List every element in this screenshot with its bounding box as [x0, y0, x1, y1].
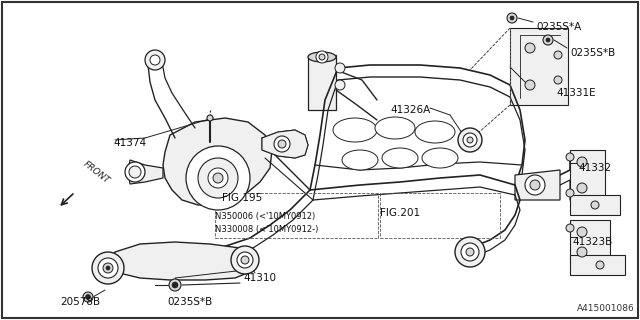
Circle shape: [231, 246, 259, 274]
Circle shape: [525, 175, 545, 195]
Polygon shape: [308, 55, 336, 110]
Circle shape: [98, 258, 118, 278]
Circle shape: [278, 140, 286, 148]
Circle shape: [274, 136, 290, 152]
Circle shape: [92, 252, 124, 284]
Circle shape: [566, 224, 574, 232]
Circle shape: [186, 146, 250, 210]
Circle shape: [335, 63, 345, 73]
Circle shape: [546, 38, 550, 42]
Polygon shape: [510, 28, 568, 105]
Text: 0235S*B: 0235S*B: [167, 297, 212, 307]
Circle shape: [525, 80, 535, 90]
Circle shape: [467, 137, 473, 143]
Circle shape: [577, 157, 587, 167]
Circle shape: [103, 263, 113, 273]
Text: N350006 (<'10MY0912): N350006 (<'10MY0912): [215, 212, 316, 221]
Text: FIG.195: FIG.195: [222, 193, 262, 203]
Circle shape: [172, 282, 178, 288]
Circle shape: [577, 183, 587, 193]
Circle shape: [466, 248, 474, 256]
Circle shape: [458, 128, 482, 152]
Polygon shape: [515, 170, 560, 200]
Polygon shape: [262, 130, 308, 158]
Text: N330008 (<'10MY0912-): N330008 (<'10MY0912-): [215, 225, 318, 234]
Circle shape: [591, 201, 599, 209]
Ellipse shape: [333, 118, 377, 142]
Circle shape: [530, 180, 540, 190]
Text: 41310: 41310: [243, 273, 276, 283]
Polygon shape: [100, 242, 255, 280]
Circle shape: [543, 35, 553, 45]
Circle shape: [316, 51, 328, 63]
Circle shape: [241, 256, 249, 264]
Ellipse shape: [382, 148, 418, 168]
Ellipse shape: [415, 121, 455, 143]
Circle shape: [319, 54, 325, 60]
Text: A415001086: A415001086: [577, 304, 635, 313]
Circle shape: [106, 266, 110, 270]
Ellipse shape: [422, 148, 458, 168]
Circle shape: [125, 162, 145, 182]
Circle shape: [207, 115, 213, 121]
Text: 41332: 41332: [578, 163, 611, 173]
Circle shape: [145, 50, 165, 70]
Circle shape: [198, 158, 238, 198]
Circle shape: [86, 294, 90, 300]
Circle shape: [577, 247, 587, 257]
Polygon shape: [570, 195, 620, 215]
Circle shape: [150, 55, 160, 65]
Circle shape: [554, 76, 562, 84]
Circle shape: [463, 133, 477, 147]
Ellipse shape: [375, 117, 415, 139]
Text: FIG.201: FIG.201: [380, 208, 420, 218]
Circle shape: [525, 43, 535, 53]
Circle shape: [129, 166, 141, 178]
Polygon shape: [570, 255, 625, 275]
Text: 41326A: 41326A: [390, 105, 430, 115]
Circle shape: [169, 279, 181, 291]
Circle shape: [208, 168, 228, 188]
Circle shape: [510, 16, 514, 20]
Text: 41374: 41374: [113, 138, 146, 148]
Text: 41323B: 41323B: [572, 237, 612, 247]
Circle shape: [577, 227, 587, 237]
Circle shape: [83, 292, 93, 302]
Circle shape: [335, 80, 345, 90]
Text: 20578B: 20578B: [60, 297, 100, 307]
Polygon shape: [128, 160, 163, 184]
Circle shape: [596, 261, 604, 269]
Circle shape: [566, 189, 574, 197]
Circle shape: [237, 252, 253, 268]
Text: 0235S*A: 0235S*A: [536, 22, 581, 32]
Circle shape: [461, 243, 479, 261]
Polygon shape: [163, 118, 272, 205]
Ellipse shape: [308, 52, 336, 62]
Circle shape: [566, 153, 574, 161]
Text: 41331E: 41331E: [556, 88, 596, 98]
Ellipse shape: [342, 150, 378, 170]
Circle shape: [213, 173, 223, 183]
Circle shape: [455, 237, 485, 267]
Circle shape: [554, 51, 562, 59]
Text: FRONT: FRONT: [82, 160, 112, 186]
Circle shape: [507, 13, 517, 23]
Polygon shape: [570, 220, 610, 260]
Text: 0235S*B: 0235S*B: [570, 48, 615, 58]
Polygon shape: [570, 150, 605, 200]
